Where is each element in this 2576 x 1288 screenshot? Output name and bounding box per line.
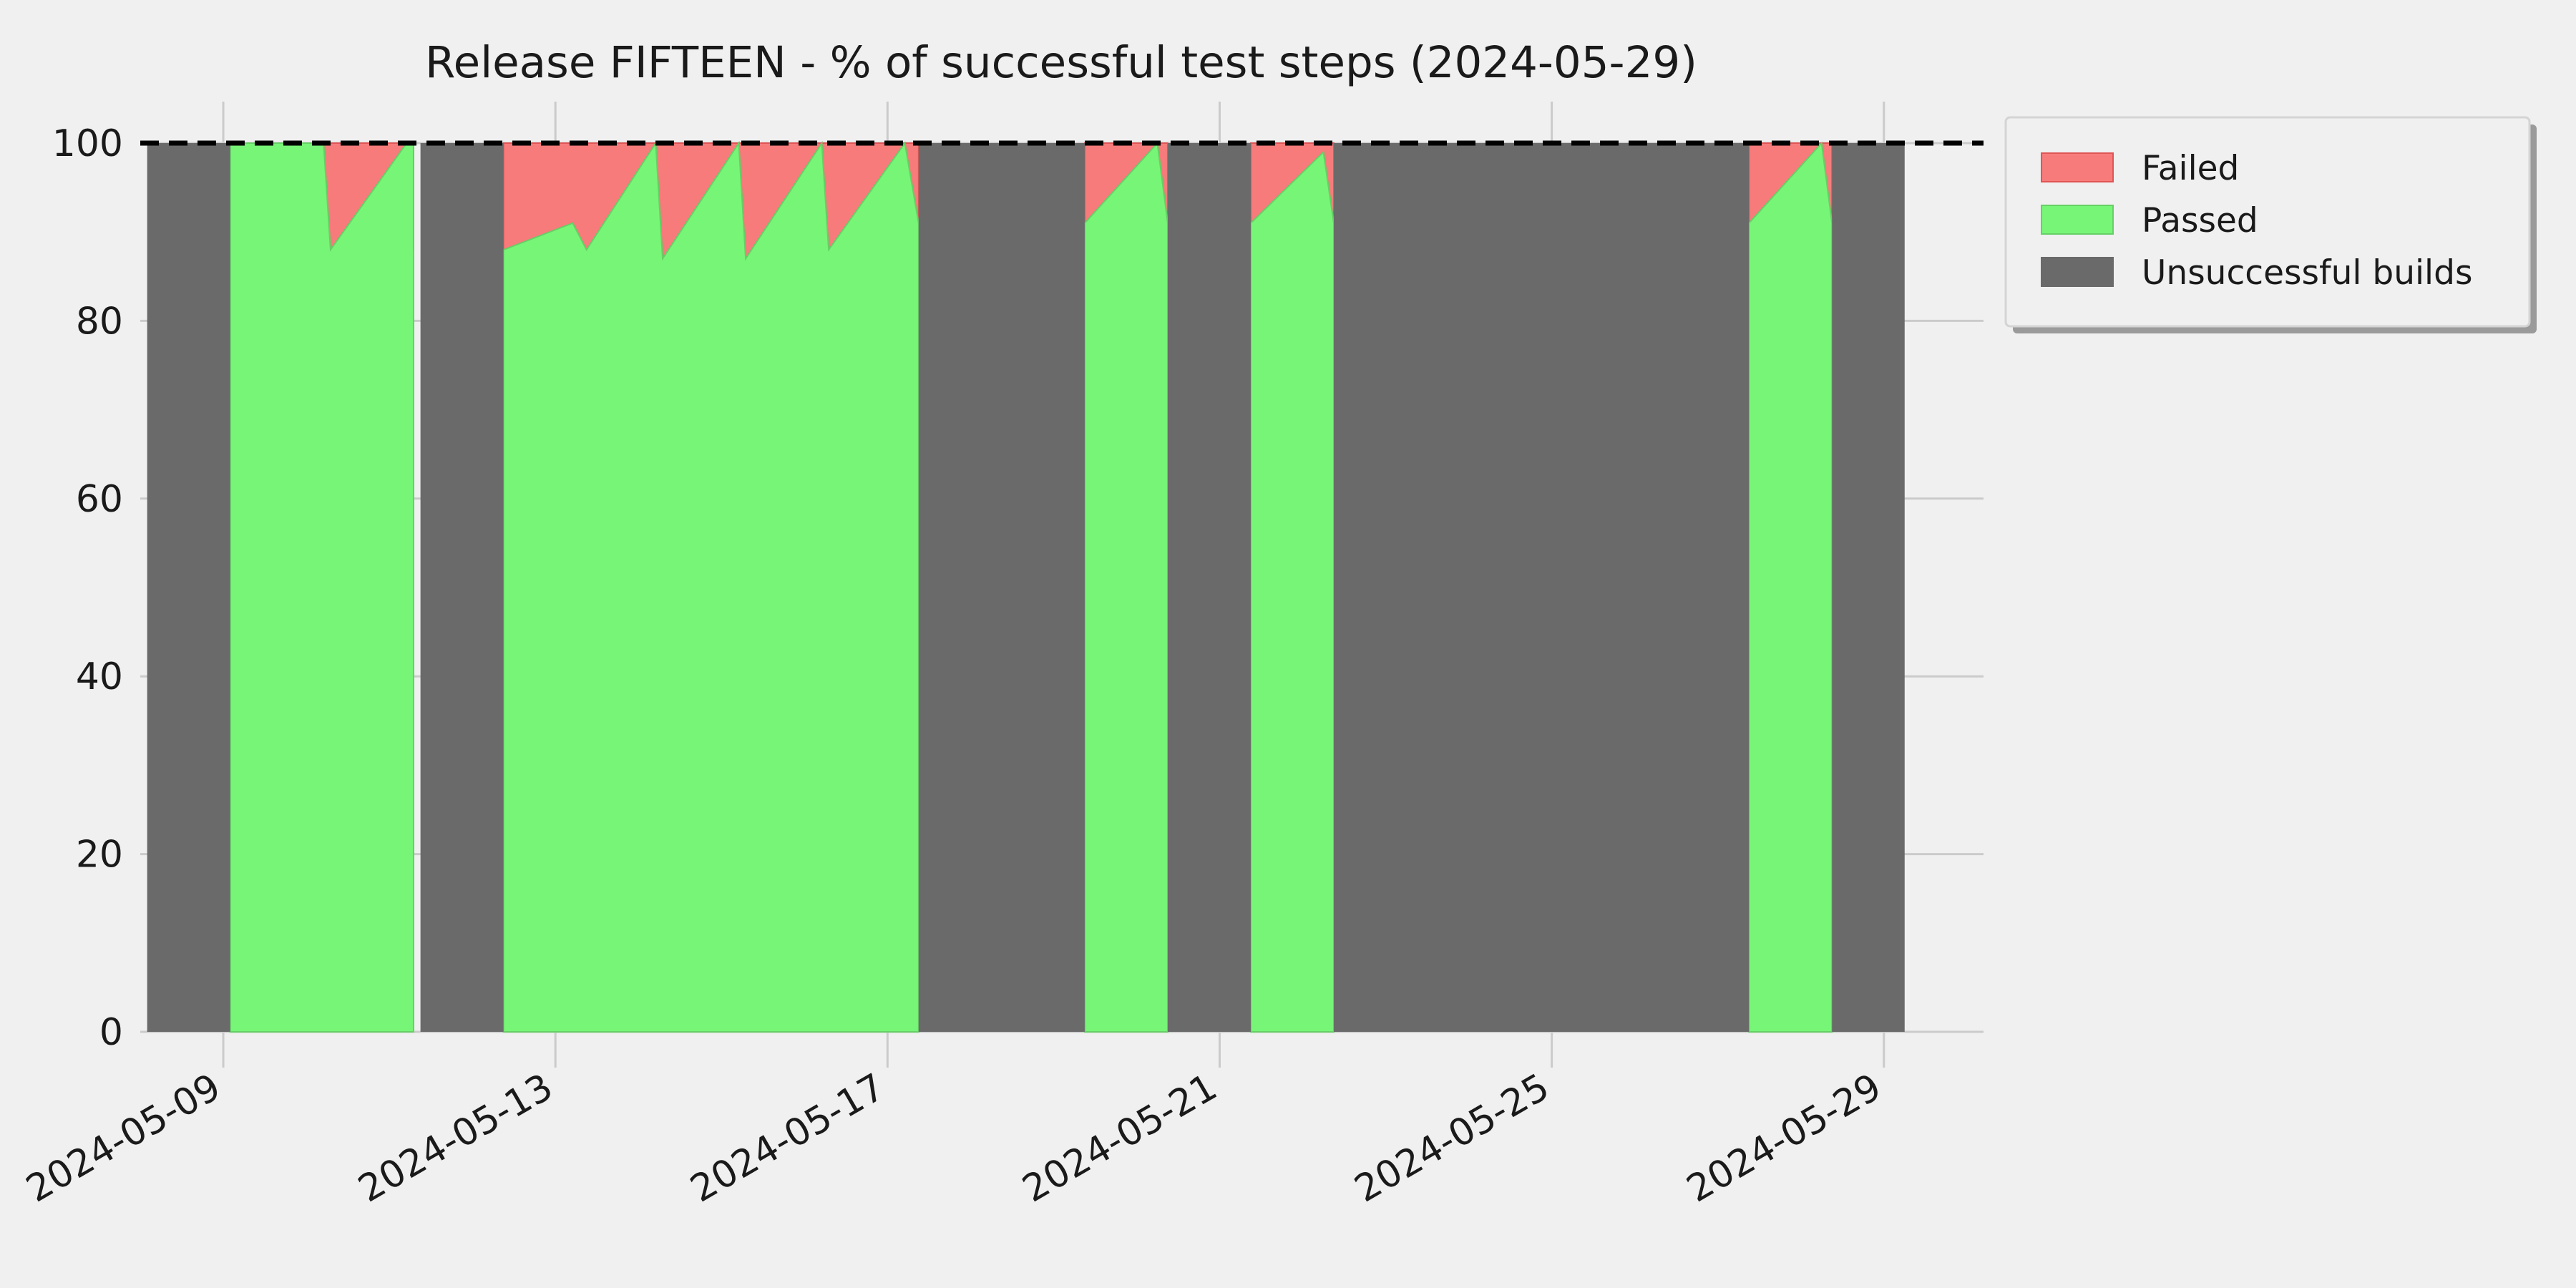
x-tick-label: 2024-05-13 [351,1065,560,1211]
passed-area [502,140,919,1033]
x-tick-label: 2024-05-25 [1347,1065,1556,1211]
unsuccessful-build-bar [147,143,230,1032]
legend-label-unsuccessful: Unsuccessful builds [2142,253,2472,293]
unsuccessful-build-bar [1334,143,1750,1032]
y-tick-label: 80 [76,300,123,343]
unsuccessful-build-bar [1832,143,1905,1032]
passed-area [1249,150,1335,1033]
legend: Failed Passed Unsuccessful builds [2004,116,2537,333]
passed-area [229,142,414,1033]
legend-swatch-unsuccessful [2041,257,2114,287]
unsuccessful-build-bar [918,143,1085,1032]
y-tick-label: 0 [99,1011,123,1054]
passed-area [1748,141,1833,1033]
y-tick-label: 60 [76,478,123,521]
unsuccessful-build-bar [420,143,504,1032]
unsuccessful-build-bar [1167,143,1251,1032]
legend-box [2004,116,2531,328]
y-tick-label: 20 [76,834,123,877]
y-tick-label: 100 [52,122,123,165]
passed-area [1083,141,1169,1033]
legend-label-passed: Passed [2142,201,2258,240]
x-tick-label: 2024-05-21 [1015,1065,1224,1211]
x-tick-label: 2024-05-29 [1680,1065,1889,1211]
chart-title: Release FIFTEEN - % of successful test s… [425,37,1697,88]
legend-label-failed: Failed [2142,149,2239,188]
y-tick-label: 40 [76,655,123,698]
area-layer [147,140,1905,1033]
x-tick-label: 2024-05-09 [19,1065,228,1211]
legend-swatch-failed [2041,152,2114,182]
x-tick-label: 2024-05-17 [683,1065,892,1211]
legend-swatch-passed [2041,205,2114,235]
